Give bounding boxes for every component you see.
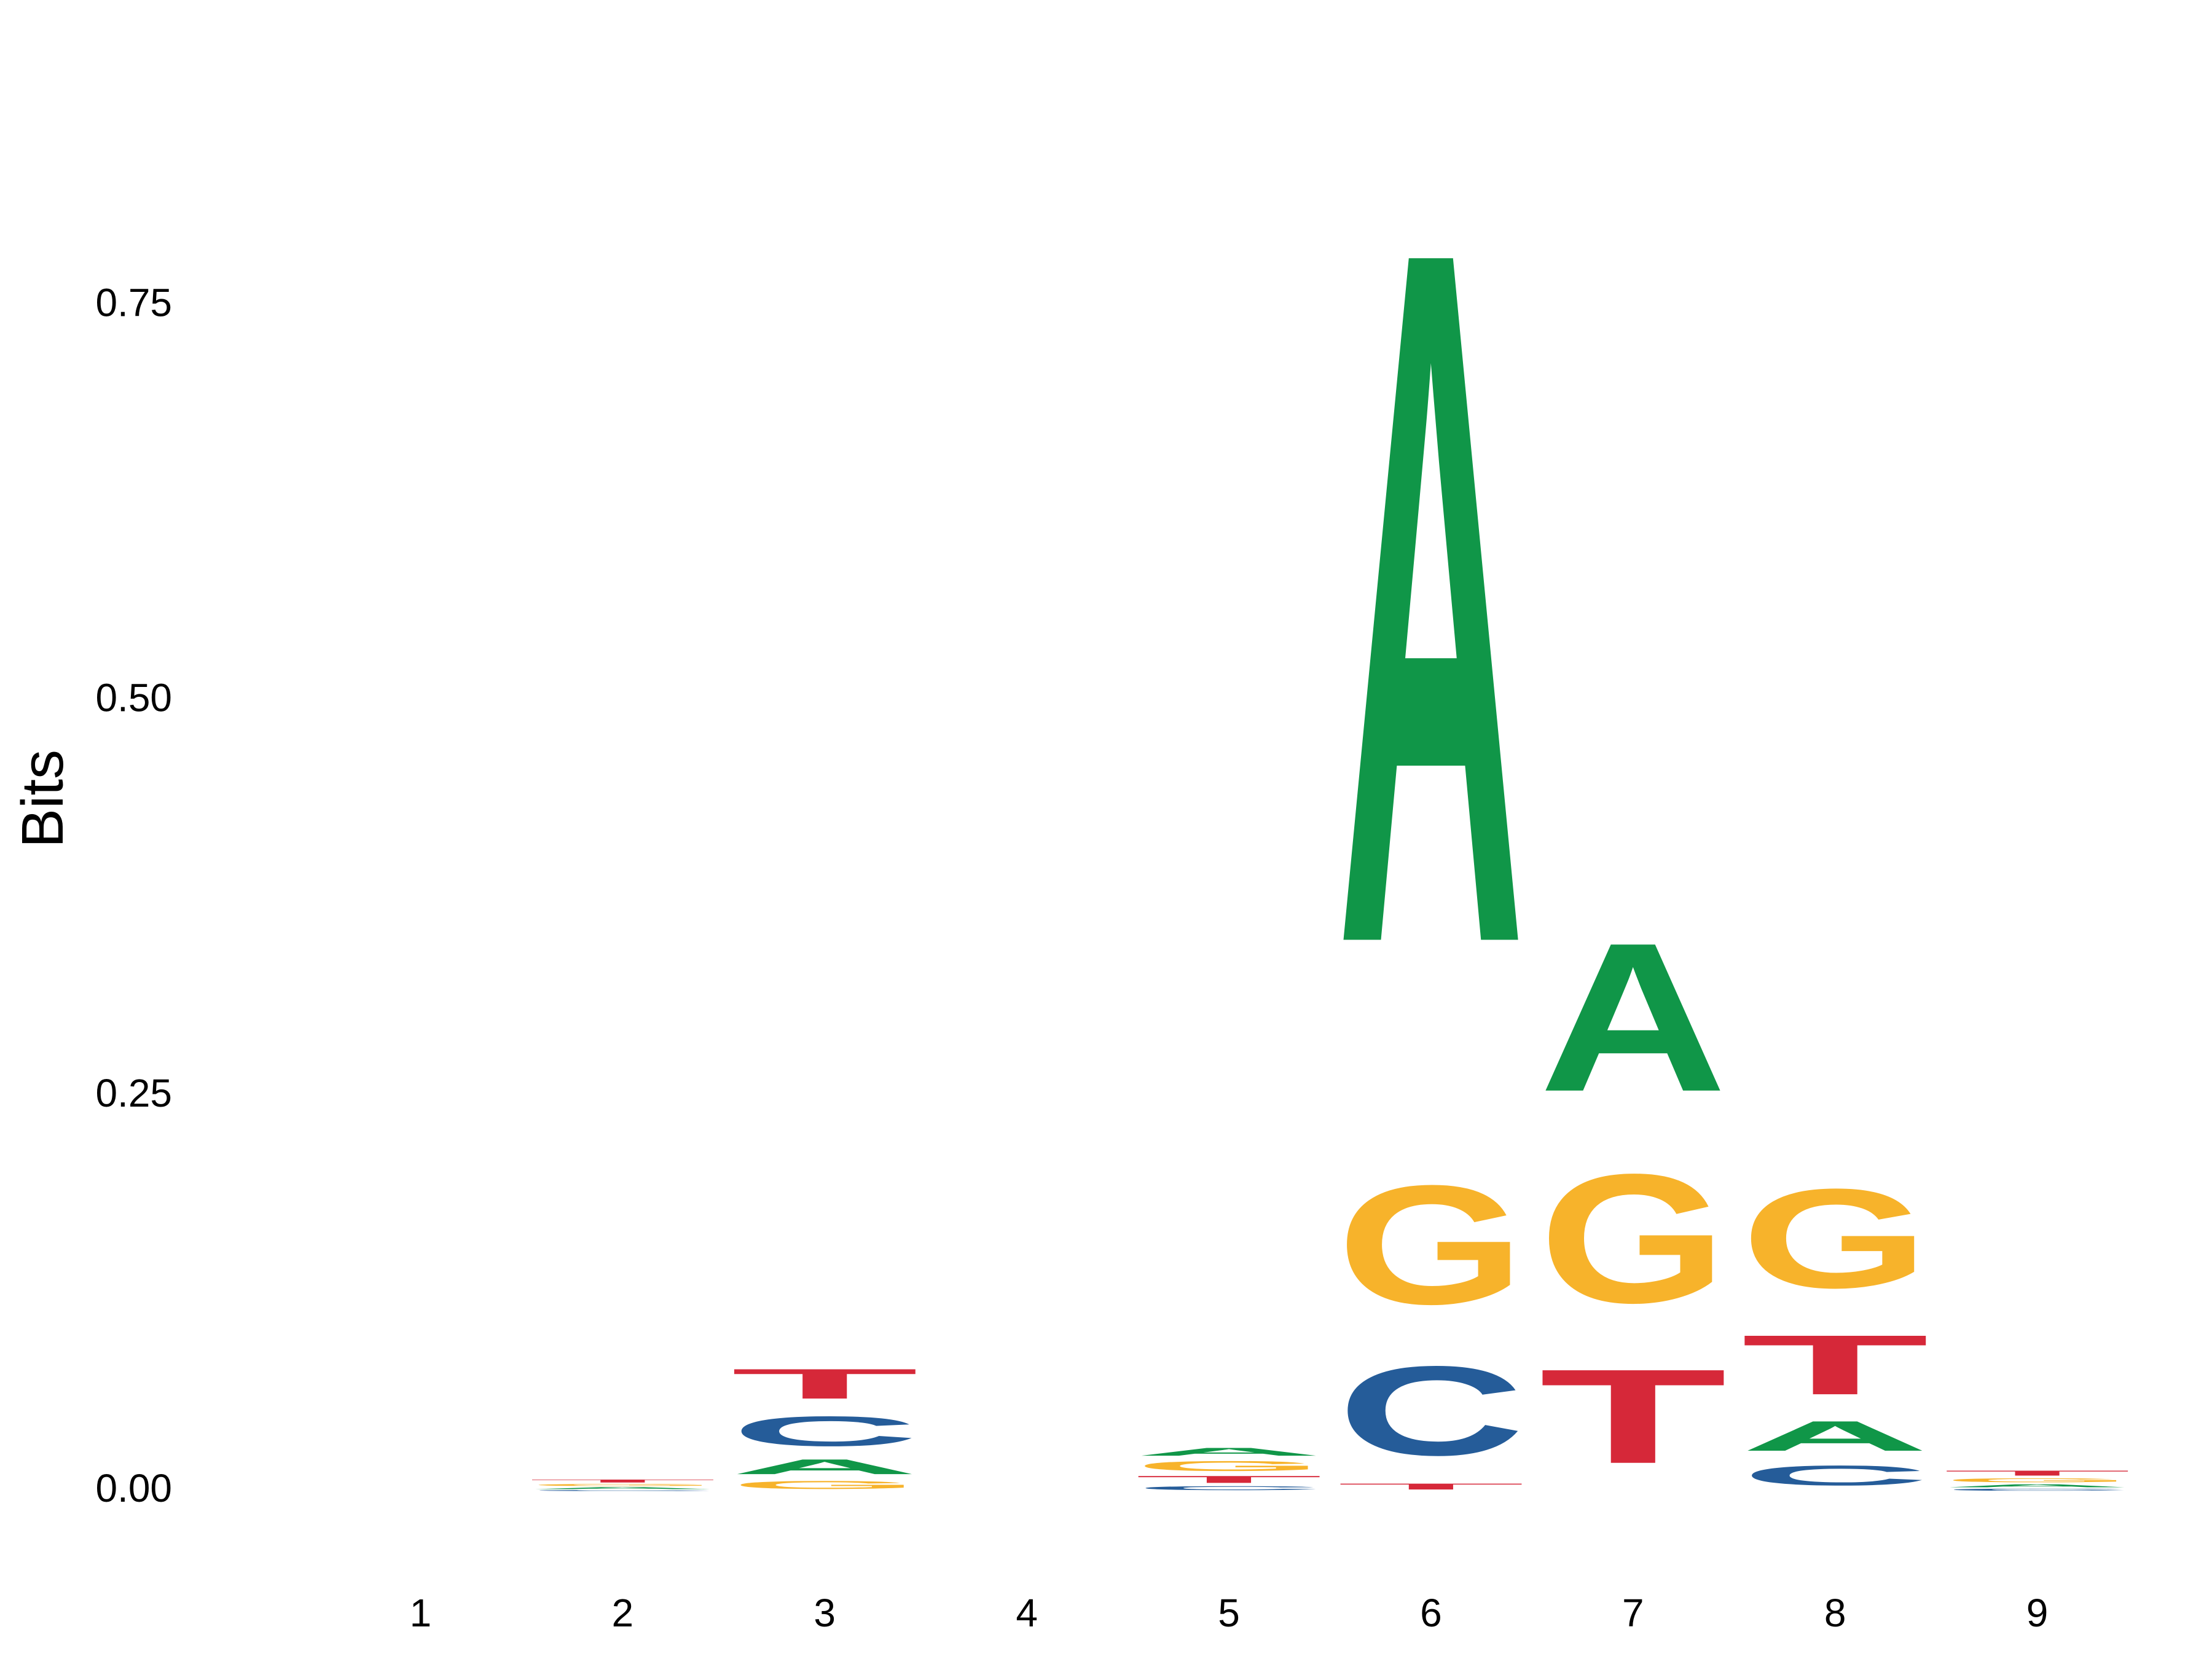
- x-tick-label: 9: [2026, 1591, 2049, 1635]
- x-tick-label: 3: [814, 1591, 836, 1635]
- y-axis: 0.00 0.25 0.50 0.75: [95, 280, 172, 1510]
- logo-letter-c: C: [1135, 1485, 1323, 1491]
- logo-letter-g: G: [1539, 1136, 1727, 1341]
- x-tick-label: 1: [410, 1591, 432, 1635]
- x-axis: 1 2 3 4 5 6 7 8 9: [410, 1591, 2049, 1635]
- x-tick-label: 6: [1420, 1591, 1442, 1635]
- x-tick-label: 4: [1016, 1591, 1038, 1635]
- logo-letter-a: A: [1943, 1483, 2132, 1488]
- x-tick-label: 8: [1824, 1591, 1846, 1635]
- logo-letter-t: T: [1135, 1474, 1323, 1485]
- logo-letter-c: C: [528, 1490, 716, 1492]
- logo-letter-t: T: [1539, 1341, 1727, 1491]
- logo-letter-a: A: [1135, 1445, 1323, 1458]
- logo-letter-g: G: [1135, 1458, 1323, 1474]
- logo-letter-g: G: [731, 1478, 919, 1491]
- y-axis-title: Bits: [10, 750, 76, 848]
- x-tick-label: 2: [612, 1591, 634, 1635]
- x-tick-label: 7: [1622, 1591, 1644, 1635]
- y-tick-label: 0.00: [95, 1466, 172, 1510]
- logo-letter-a: A: [1337, 43, 1525, 1150]
- logo-letter-c: C: [1337, 1339, 1525, 1482]
- logo-letter-a: A: [1539, 898, 1727, 1135]
- logo-letter-t: T: [1943, 1469, 2132, 1477]
- logo-letter-t: T: [1337, 1482, 1525, 1491]
- logo-letter-g: G: [1337, 1150, 1525, 1340]
- logo-letter-a: A: [731, 1455, 919, 1479]
- logo-letter-t: T: [1741, 1317, 1929, 1413]
- y-tick-label: 0.50: [95, 676, 172, 720]
- logo-letter-c: C: [1741, 1460, 1929, 1492]
- logo-letter-a: A: [1741, 1413, 1929, 1460]
- logo-letter-t: T: [528, 1479, 716, 1484]
- logo-letter-c: C: [731, 1408, 919, 1455]
- logo-letter-t: T: [731, 1360, 919, 1407]
- logo-letter-g: G: [1943, 1477, 2132, 1483]
- logo-letter-g: G: [528, 1483, 716, 1486]
- y-tick-label: 0.25: [95, 1071, 172, 1115]
- logo-column: TGA: [1539, 898, 1727, 1491]
- logo-letter-c: C: [1943, 1488, 2132, 1491]
- y-tick-label: 0.75: [95, 280, 172, 324]
- logo-letter-g: G: [1741, 1159, 1929, 1317]
- logo-letter-a: A: [528, 1486, 716, 1489]
- x-tick-label: 5: [1218, 1591, 1240, 1635]
